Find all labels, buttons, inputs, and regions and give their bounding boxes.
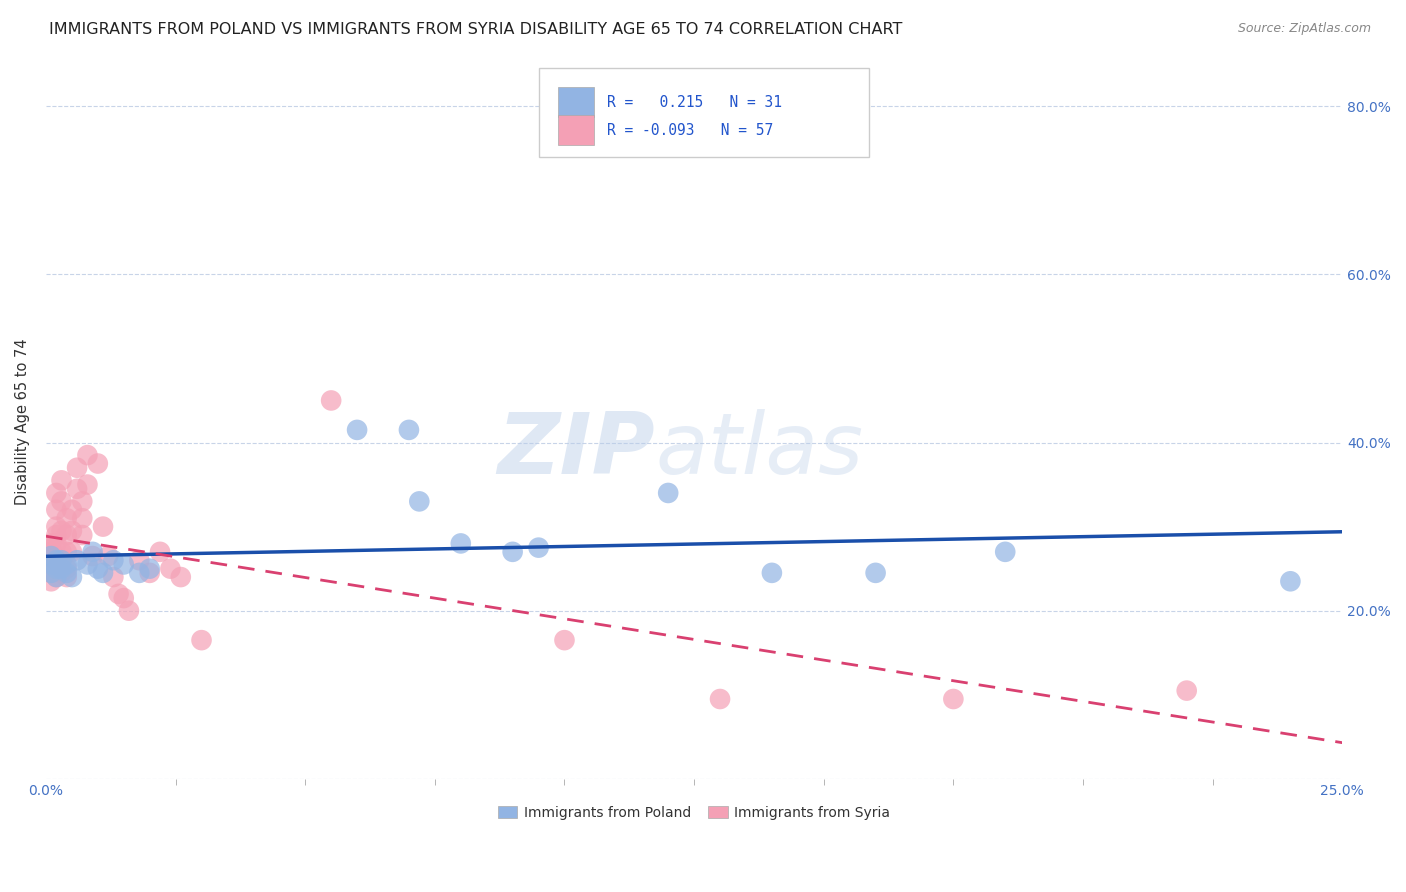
- Point: [45, 536, 67, 550]
- Point: [51, 553, 73, 567]
- Point: [51, 545, 73, 559]
- Point: [709, 692, 731, 706]
- Text: atlas: atlas: [655, 409, 863, 491]
- Point: [91, 519, 114, 533]
- Point: [346, 423, 368, 437]
- Y-axis label: Disability Age 65 to 74: Disability Age 65 to 74: [15, 338, 30, 505]
- Legend: Immigrants from Poland, Immigrants from Syria: Immigrants from Poland, Immigrants from …: [492, 800, 896, 826]
- Point: [39, 566, 62, 580]
- Point: [97, 549, 120, 563]
- Text: R =   0.215   N = 31: R = 0.215 N = 31: [607, 95, 782, 110]
- Point: [39, 558, 62, 572]
- Point: [1279, 574, 1302, 589]
- Point: [118, 604, 141, 618]
- Point: [66, 460, 89, 475]
- Point: [527, 541, 550, 555]
- Point: [190, 633, 212, 648]
- Point: [45, 570, 67, 584]
- Point: [72, 494, 94, 508]
- Point: [761, 566, 783, 580]
- Point: [39, 545, 62, 559]
- Point: [39, 541, 62, 555]
- Point: [91, 566, 114, 580]
- FancyBboxPatch shape: [558, 115, 595, 145]
- Point: [321, 393, 343, 408]
- Point: [51, 524, 73, 538]
- Point: [45, 562, 67, 576]
- FancyBboxPatch shape: [538, 68, 869, 157]
- Point: [170, 570, 193, 584]
- Point: [138, 562, 160, 576]
- Point: [55, 562, 77, 576]
- Point: [76, 558, 98, 572]
- Point: [39, 574, 62, 589]
- Point: [45, 562, 67, 576]
- Point: [51, 494, 73, 508]
- Point: [159, 562, 181, 576]
- Point: [87, 562, 110, 576]
- Point: [128, 553, 150, 567]
- Point: [128, 566, 150, 580]
- Point: [66, 553, 89, 567]
- FancyBboxPatch shape: [558, 87, 595, 118]
- Point: [60, 570, 83, 584]
- Point: [45, 549, 67, 563]
- Point: [51, 474, 73, 488]
- Text: ZIP: ZIP: [498, 409, 655, 491]
- Point: [45, 519, 67, 533]
- Point: [112, 591, 135, 606]
- Point: [112, 558, 135, 572]
- Point: [398, 423, 420, 437]
- Point: [55, 566, 77, 580]
- Point: [72, 528, 94, 542]
- Point: [45, 503, 67, 517]
- Point: [82, 545, 104, 559]
- Point: [138, 566, 160, 580]
- Point: [39, 553, 62, 567]
- Text: IMMIGRANTS FROM POLAND VS IMMIGRANTS FROM SYRIA DISABILITY AGE 65 TO 74 CORRELAT: IMMIGRANTS FROM POLAND VS IMMIGRANTS FRO…: [49, 22, 903, 37]
- Point: [55, 511, 77, 525]
- Point: [39, 536, 62, 550]
- Point: [39, 562, 62, 576]
- Point: [39, 549, 62, 563]
- Point: [39, 549, 62, 563]
- Point: [87, 457, 110, 471]
- Point: [51, 553, 73, 567]
- Point: [103, 570, 125, 584]
- Text: Source: ZipAtlas.com: Source: ZipAtlas.com: [1237, 22, 1371, 36]
- Point: [60, 524, 83, 538]
- Point: [55, 558, 77, 572]
- Point: [450, 536, 472, 550]
- Point: [45, 528, 67, 542]
- Point: [865, 566, 887, 580]
- Point: [82, 549, 104, 563]
- Point: [553, 633, 575, 648]
- Point: [76, 477, 98, 491]
- Point: [76, 448, 98, 462]
- Point: [45, 570, 67, 584]
- Point: [39, 566, 62, 580]
- Point: [149, 545, 172, 559]
- Point: [55, 528, 77, 542]
- Point: [55, 545, 77, 559]
- Point: [103, 553, 125, 567]
- Text: R = -0.093   N = 57: R = -0.093 N = 57: [607, 123, 773, 138]
- Point: [657, 486, 679, 500]
- Point: [55, 570, 77, 584]
- Point: [72, 511, 94, 525]
- Point: [45, 486, 67, 500]
- Point: [60, 545, 83, 559]
- Point: [502, 545, 524, 559]
- Point: [51, 562, 73, 576]
- Point: [45, 553, 67, 567]
- Point: [994, 545, 1017, 559]
- Point: [107, 587, 129, 601]
- Point: [942, 692, 965, 706]
- Point: [408, 494, 430, 508]
- Point: [66, 482, 89, 496]
- Point: [1175, 683, 1198, 698]
- Point: [39, 558, 62, 572]
- Point: [51, 566, 73, 580]
- Point: [60, 503, 83, 517]
